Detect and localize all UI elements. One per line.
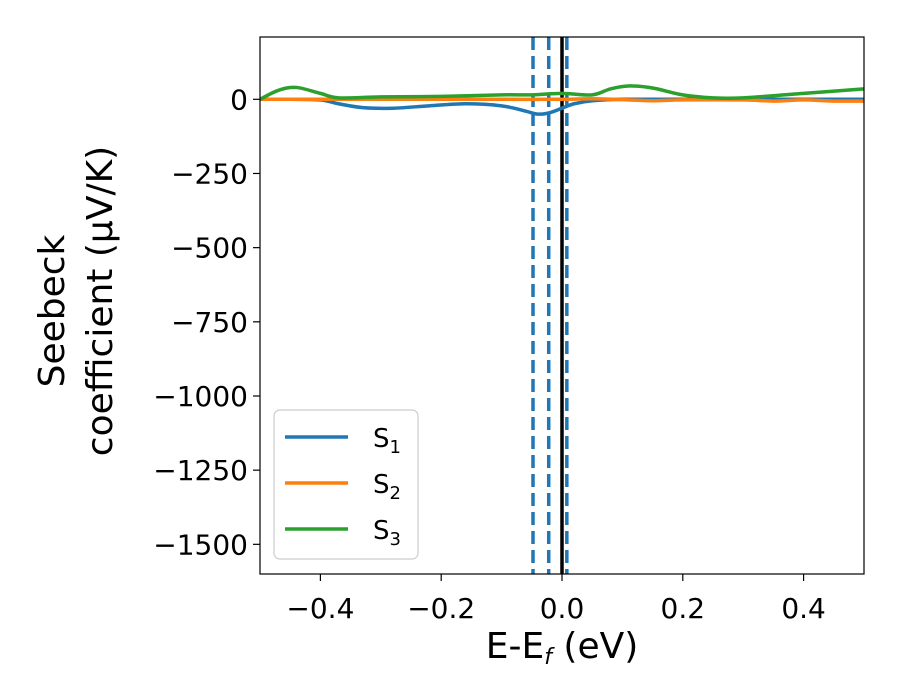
legend-label-s3: S3 [373, 516, 401, 550]
y-tick-label: −250 [171, 157, 248, 190]
y-tick-label: −750 [171, 306, 248, 339]
legend-label-s2: S2 [373, 470, 401, 504]
legend: S1 S2 S3 [273, 409, 419, 560]
y-axis-title-line2: coefficient (μV/K) [80, 146, 121, 456]
x-axis-title: E-Ef (eV) [486, 626, 639, 670]
legend-label-s1: S1 [373, 424, 401, 458]
y-tick-label: −500 [171, 232, 248, 265]
y-tick-label: 0 [230, 83, 248, 116]
y-tick-label: −1500 [153, 528, 248, 561]
series-line-s3 [260, 84, 864, 102]
x-tick-label: 0.0 [540, 592, 585, 625]
x-tick-label: 0.2 [661, 592, 706, 625]
x-tick-label: −0.4 [286, 592, 354, 625]
series-line-s2 [260, 96, 864, 103]
y-tick-label: −1000 [153, 380, 248, 413]
y-tick-label: −1250 [153, 454, 248, 487]
x-tick-label: −0.2 [407, 592, 475, 625]
y-axis-title-line1: Seebeck [32, 234, 73, 387]
x-tick-label: 0.4 [781, 592, 826, 625]
